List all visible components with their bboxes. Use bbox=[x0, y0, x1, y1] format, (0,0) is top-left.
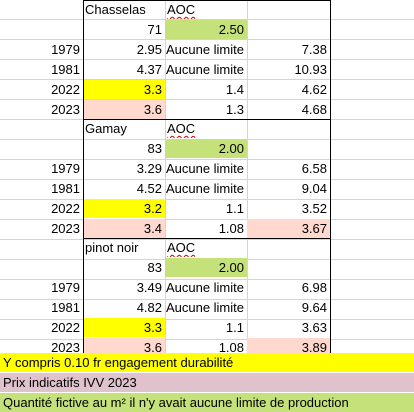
price-per-m2-cell[interactable]: 6.58 bbox=[301, 161, 327, 176]
grid-row-line bbox=[0, 19, 414, 20]
header-left-value-cell[interactable]: 71 bbox=[147, 22, 162, 37]
header-left-value-cell[interactable]: 83 bbox=[147, 260, 162, 275]
price-per-m2-cell[interactable]: 4.68 bbox=[301, 102, 327, 117]
price-per-m2-cell[interactable]: 3.67 bbox=[247, 219, 330, 238]
aoc-label-cell-text: AOC bbox=[167, 2, 196, 17]
grid-row-line bbox=[0, 99, 414, 100]
price-per-m2-cell[interactable]: 3.52 bbox=[301, 201, 327, 216]
grid-row-line bbox=[0, 159, 414, 160]
year-cell[interactable]: 2022 bbox=[51, 201, 80, 216]
variety-name-cell[interactable]: Chasselas bbox=[85, 2, 146, 17]
quantity-cell[interactable]: 1.08 bbox=[218, 221, 244, 236]
price-per-m2-cell[interactable]: 6.98 bbox=[301, 280, 327, 295]
header-left-value-cell[interactable]: 83 bbox=[147, 141, 162, 156]
quantity-cell[interactable]: 1.3 bbox=[225, 102, 244, 117]
year-cell[interactable]: 2023 bbox=[51, 102, 80, 117]
aoc-price-cell[interactable]: 2.00 bbox=[165, 139, 247, 158]
price-per-kg-cell[interactable]: 4.52 bbox=[136, 181, 162, 196]
grid-row-line bbox=[0, 299, 414, 300]
grid-row-line bbox=[0, 179, 414, 180]
quantity-cell[interactable]: Aucune limite bbox=[165, 161, 244, 176]
aoc-label-cell-text: AOC bbox=[167, 240, 196, 255]
aoc-price-cell[interactable]: 2.50 bbox=[165, 20, 247, 39]
grid-row-line bbox=[0, 319, 414, 320]
price-per-kg-cell[interactable]: 3.6 bbox=[83, 338, 165, 357]
grid-row-line bbox=[0, 39, 414, 40]
variety-name-cell[interactable]: Gamay bbox=[85, 121, 127, 136]
quantity-cell[interactable]: Aucune limite bbox=[165, 181, 244, 196]
note-indicative-prices[interactable]: Prix indicatifs IVV 2023 bbox=[0, 373, 414, 392]
note-fictive-quantity[interactable]: Quantité fictive au m² il n'y avait aucu… bbox=[0, 393, 414, 412]
grid-row-line bbox=[0, 79, 414, 80]
grid-row-line bbox=[0, 239, 414, 240]
aoc-label-cell[interactable]: AOC bbox=[165, 238, 247, 257]
price-per-m2-cell[interactable]: 9.64 bbox=[301, 300, 327, 315]
year-cell[interactable]: 1979 bbox=[51, 161, 80, 176]
year-cell[interactable]: 1981 bbox=[51, 181, 80, 196]
grid-column-line bbox=[330, 0, 331, 353]
grid-column-line bbox=[247, 0, 248, 353]
price-per-kg-cell[interactable]: 3.4 bbox=[83, 219, 165, 238]
quantity-cell[interactable]: Aucune limite bbox=[165, 62, 244, 77]
grid-row-line bbox=[0, 219, 414, 220]
year-cell[interactable]: 2023 bbox=[51, 340, 80, 355]
quantity-cell[interactable]: 1.1 bbox=[225, 201, 244, 216]
price-per-kg-cell[interactable]: 4.37 bbox=[136, 62, 162, 77]
year-cell[interactable]: 1981 bbox=[51, 62, 80, 77]
quantity-cell[interactable]: Aucune limite bbox=[165, 300, 244, 315]
price-per-m2-cell[interactable]: 4.62 bbox=[301, 82, 327, 97]
year-cell[interactable]: 2022 bbox=[51, 82, 80, 97]
price-per-m2-cell[interactable]: 3.63 bbox=[301, 320, 327, 335]
price-per-kg-cell[interactable]: 3.29 bbox=[136, 161, 162, 176]
variety-name-cell[interactable]: pinot noir bbox=[85, 240, 139, 255]
grid-column-line bbox=[165, 0, 166, 353]
grid-row-line bbox=[0, 339, 414, 340]
year-cell[interactable]: 2023 bbox=[51, 221, 80, 236]
grid-row-line bbox=[0, 279, 414, 280]
price-per-m2-cell[interactable]: 10.93 bbox=[294, 62, 327, 77]
year-cell[interactable]: 1979 bbox=[51, 280, 80, 295]
price-per-kg-cell[interactable]: 2.95 bbox=[136, 42, 162, 57]
price-per-kg-cell[interactable]: 4.82 bbox=[136, 300, 162, 315]
grid-row-line bbox=[0, 59, 414, 60]
year-cell[interactable]: 1979 bbox=[51, 42, 80, 57]
price-per-m2-cell[interactable]: 7.38 bbox=[301, 42, 327, 57]
grid-row-line bbox=[0, 199, 414, 200]
quantity-cell[interactable]: Aucune limite bbox=[165, 280, 244, 295]
price-per-kg-cell[interactable]: 3.49 bbox=[136, 280, 162, 295]
quantity-cell[interactable]: 1.08 bbox=[218, 340, 244, 355]
price-per-m2-cell[interactable]: 3.89 bbox=[247, 338, 330, 357]
aoc-price-cell[interactable]: 2.00 bbox=[165, 258, 247, 277]
price-per-kg-cell[interactable]: 3.6 bbox=[83, 100, 165, 119]
aoc-label-cell[interactable]: AOC bbox=[165, 119, 247, 138]
quantity-cell[interactable]: Aucune limite bbox=[165, 42, 244, 57]
quantity-cell[interactable]: 1.1 bbox=[225, 320, 244, 335]
year-cell[interactable]: 1981 bbox=[51, 300, 80, 315]
price-per-kg-cell[interactable]: 3.2 bbox=[83, 199, 165, 218]
year-cell[interactable]: 2022 bbox=[51, 320, 80, 335]
aoc-label-cell[interactable]: AOC bbox=[165, 0, 247, 19]
price-per-kg-cell[interactable]: 3.3 bbox=[83, 318, 165, 337]
price-per-kg-cell[interactable]: 3.3 bbox=[83, 80, 165, 99]
aoc-label-cell-text: AOC bbox=[167, 121, 196, 136]
price-per-m2-cell[interactable]: 9.04 bbox=[301, 181, 327, 196]
note-sustainability[interactable]: Y compris 0.10 fr engagement durabilité bbox=[0, 353, 414, 372]
quantity-cell[interactable]: 1.4 bbox=[225, 82, 244, 97]
